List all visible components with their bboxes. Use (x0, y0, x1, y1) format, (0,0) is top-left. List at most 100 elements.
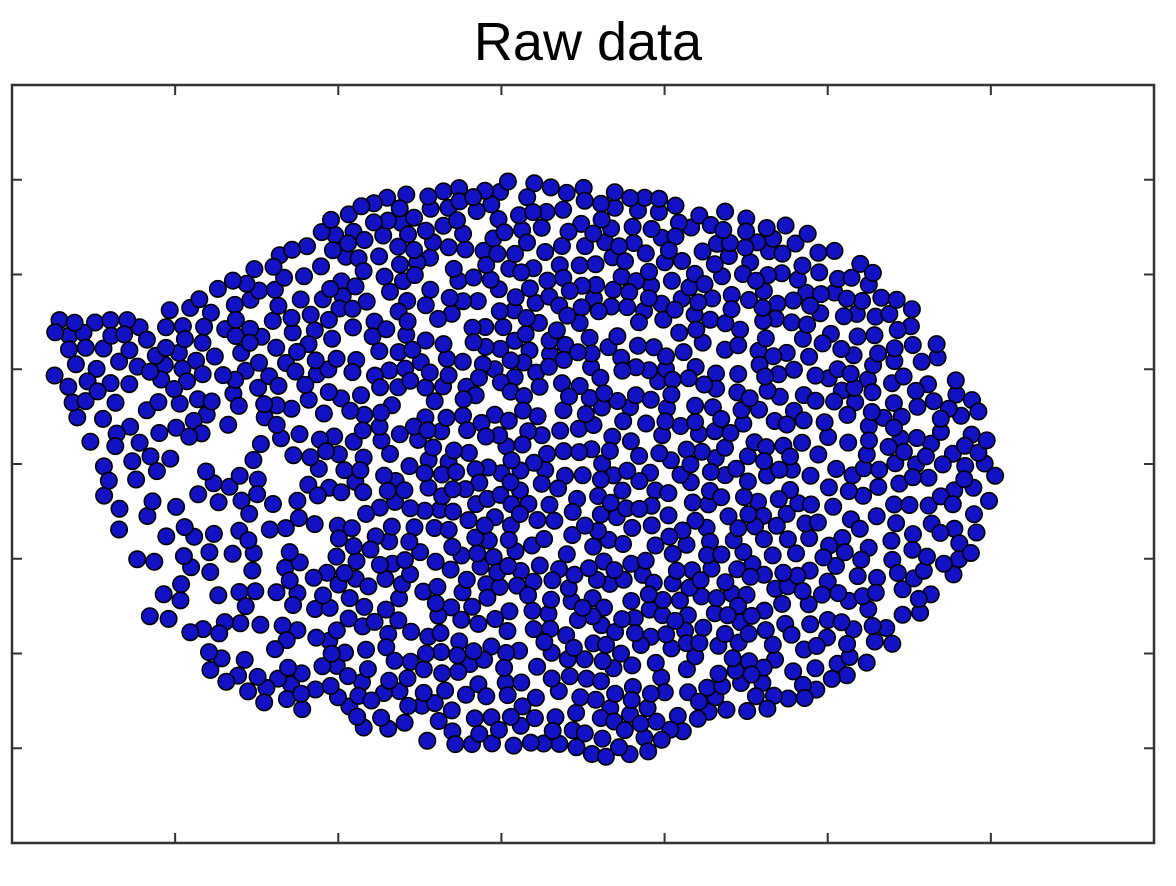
data-point (513, 401, 532, 420)
data-point (756, 621, 775, 640)
data-point (353, 421, 372, 440)
data-point (961, 543, 980, 562)
data-point (277, 631, 296, 650)
data-point (569, 419, 588, 438)
data-point (753, 298, 772, 317)
data-point (201, 562, 220, 581)
data-point (565, 565, 584, 584)
data-point (784, 360, 803, 379)
data-point (208, 279, 227, 298)
data-point (147, 462, 166, 481)
data-point (141, 362, 160, 381)
data-point (219, 415, 238, 434)
data-point (591, 672, 610, 691)
data-point (260, 520, 279, 539)
data-point (729, 519, 748, 538)
data-point (231, 614, 250, 633)
data-point (869, 344, 888, 363)
data-point (674, 343, 693, 362)
data-point (521, 733, 540, 752)
data-point (304, 568, 323, 587)
data-point (639, 742, 658, 761)
data-point (157, 318, 176, 337)
data-point (432, 642, 451, 661)
data-point (535, 632, 554, 651)
data-point (235, 650, 254, 669)
data-point (201, 660, 220, 679)
data-point (863, 263, 882, 282)
data-point (88, 382, 107, 401)
data-point (154, 585, 173, 604)
data-point (746, 271, 765, 290)
data-point (793, 581, 812, 600)
data-point (418, 421, 437, 440)
data-point (933, 455, 952, 474)
data-point (665, 300, 684, 319)
data-point (372, 708, 391, 727)
data-point (175, 518, 194, 537)
data-point (518, 188, 537, 207)
data-point (718, 606, 737, 625)
data-point (327, 547, 346, 566)
data-point (95, 486, 114, 505)
data-point (299, 390, 318, 409)
data-point (835, 543, 854, 562)
data-point (575, 191, 594, 210)
data-point (459, 511, 478, 530)
data-point (489, 720, 508, 739)
data-point (758, 699, 777, 718)
data-point (887, 514, 906, 533)
data-point (686, 511, 705, 530)
data-point (677, 440, 696, 459)
data-point (321, 210, 340, 229)
data-point (778, 530, 797, 549)
data-point (528, 657, 547, 676)
data-point (811, 285, 830, 304)
data-point (361, 540, 380, 559)
data-point (421, 280, 440, 299)
data-point (226, 310, 245, 329)
data-point (106, 437, 125, 456)
data-point (673, 252, 692, 271)
data-point (964, 505, 983, 524)
data-point (140, 607, 159, 626)
data-point (440, 288, 459, 307)
data-point (716, 202, 735, 221)
data-point (339, 205, 358, 224)
data-point (351, 461, 370, 480)
data-point (286, 362, 305, 381)
data-point (580, 328, 599, 347)
data-point (571, 688, 590, 707)
data-point (513, 435, 532, 454)
data-point (499, 530, 518, 549)
data-point (764, 347, 783, 366)
data-point (439, 238, 458, 257)
data-point (332, 483, 351, 502)
data-point (370, 555, 389, 574)
data-point (852, 550, 871, 569)
data-point (416, 221, 435, 240)
data-point (454, 390, 473, 409)
data-point (786, 544, 805, 563)
data-point (622, 554, 641, 573)
data-point (884, 394, 903, 413)
data-point (377, 320, 396, 339)
data-point (838, 405, 857, 424)
data-point (575, 516, 594, 535)
data-point (120, 341, 139, 360)
data-point (781, 447, 800, 466)
data-point (551, 421, 570, 440)
data-point (894, 442, 913, 461)
data-point (463, 597, 482, 616)
data-point (59, 377, 78, 396)
data-point (851, 254, 870, 273)
data-point (167, 418, 186, 437)
data-point (770, 460, 789, 479)
data-point (532, 474, 551, 493)
data-point (516, 325, 535, 344)
data-point (395, 551, 414, 570)
data-point (879, 437, 898, 456)
data-point (342, 519, 361, 538)
data-point (838, 634, 857, 653)
data-point (340, 589, 359, 608)
